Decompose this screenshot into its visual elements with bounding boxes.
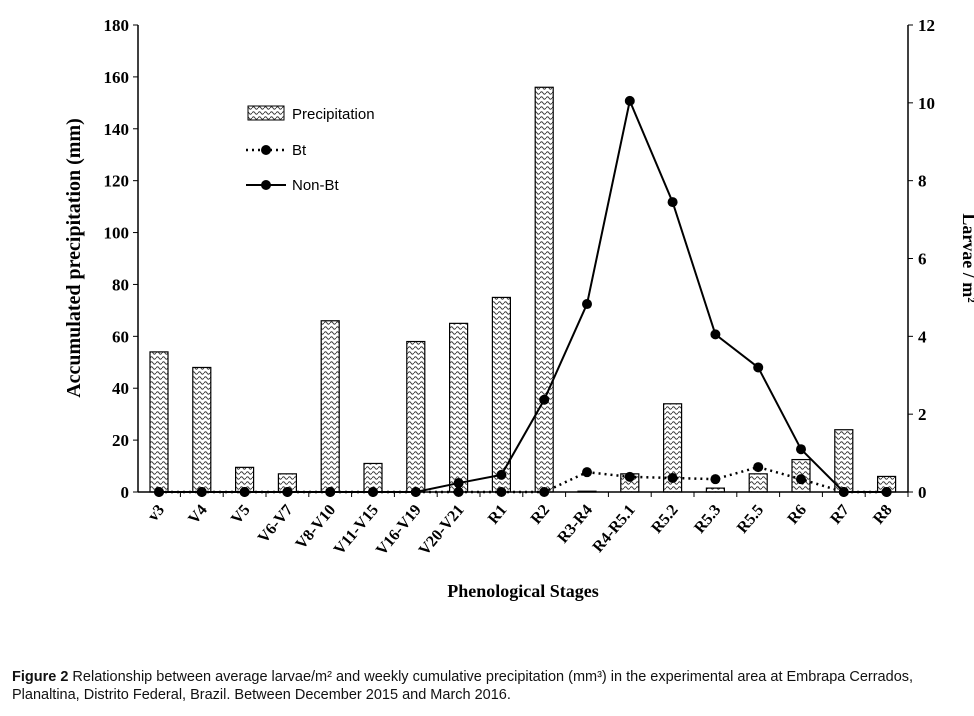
precipitation-bar [449, 322, 469, 493]
non-bt-point [410, 487, 421, 497]
non-bt-point [838, 487, 849, 497]
non-bt-line [159, 97, 887, 493]
caption-label: Figure 2 [12, 669, 69, 685]
x-tick-label: R1 [485, 502, 511, 528]
y2-tick-label: 8 [918, 172, 927, 191]
y-tick-label: 80 [112, 275, 129, 294]
non-bt-point [624, 95, 635, 106]
caption-text: Relationship between average larvae/m² a… [12, 669, 914, 703]
legend-precipitation: Precipitation [292, 106, 375, 123]
y-tick-label: 140 [104, 120, 130, 139]
precipitation-bar [534, 86, 554, 493]
x-tick-label: R5.3 [691, 502, 724, 537]
non-bt-point [582, 299, 592, 310]
y-tick-label: 180 [104, 16, 130, 35]
x-tick-label: V6-V7 [255, 502, 297, 547]
legend-nonbt-marker [261, 180, 271, 190]
x-tick-label: R6 [784, 502, 810, 528]
bt-line [159, 465, 887, 494]
bt-point [796, 474, 806, 485]
non-bt-point [881, 487, 892, 497]
y-tick-label: 20 [112, 431, 129, 450]
precipitation-bar [320, 320, 340, 493]
precipitation-bar [834, 429, 854, 493]
x-tick-label: R8 [870, 502, 896, 528]
x-tick-label: R3-R4 [554, 502, 596, 547]
x-tick-label: R4-R5.1 [590, 502, 639, 556]
non-bt-point [496, 469, 507, 480]
bt-point [496, 487, 507, 497]
y-tick-label: 100 [104, 224, 130, 243]
precipitation-bar [748, 473, 768, 493]
y-tick-label: 40 [112, 379, 129, 398]
legend: Precipitation Bt Non-Bt [246, 105, 375, 194]
non-bt-point [282, 487, 293, 497]
bt-point [710, 474, 721, 485]
y2-tick-label: 10 [918, 94, 935, 113]
x-tick-label: V5 [228, 502, 254, 528]
precipitation-bar [406, 340, 426, 493]
x-tick-label: V4 [185, 502, 211, 528]
y2-axis-label: Larvae / m² [959, 213, 974, 302]
non-bt-point [154, 487, 164, 497]
legend-nonbt: Non-Bt [292, 177, 340, 194]
non-bt-point [196, 487, 207, 497]
x-tick-label: R7 [827, 502, 853, 528]
y-axis-label: Accumulated precipitation (mm) [63, 118, 85, 398]
figure-caption: Figure 2 Relationship between average la… [12, 668, 962, 704]
y2-tick-label: 0 [918, 483, 927, 502]
bt-point [624, 471, 635, 482]
legend-bt: Bt [292, 142, 307, 159]
non-bt-point [368, 487, 378, 497]
bt-point [753, 462, 764, 473]
x-tick-label: V20-V21 [416, 502, 468, 559]
non-bt-point [710, 329, 721, 340]
x-tick-label: v3 [145, 502, 168, 525]
non-bt-point [453, 478, 464, 489]
non-bt-point [667, 197, 678, 208]
legend-bt-marker [261, 145, 271, 155]
non-bt-point [796, 444, 806, 455]
y-tick-label: 160 [104, 68, 130, 87]
non-bt-point [753, 362, 764, 373]
bt-point [582, 467, 592, 478]
non-bt-point [239, 487, 250, 497]
y2-tick-label: 4 [918, 327, 927, 346]
precipitation-bar [149, 351, 169, 493]
y2-tick-label: 2 [918, 405, 927, 424]
x-tick-label: R2 [528, 502, 554, 528]
bt-point [453, 487, 464, 497]
y-tick-label: 120 [104, 172, 130, 191]
y2-tick-label: 6 [918, 250, 927, 269]
x-axis-label: Phenological Stages [447, 581, 599, 601]
non-bt-point [539, 394, 550, 405]
x-tick-label: R5.5 [734, 502, 767, 537]
bt-point [539, 487, 550, 497]
bt-point [667, 472, 678, 483]
x-tick-label: R5.2 [648, 502, 681, 537]
y-tick-label: 60 [112, 327, 129, 346]
precipitation-bar [192, 366, 212, 493]
y-tick-label: 0 [121, 483, 130, 502]
legend-precipitation-swatch [247, 105, 285, 121]
non-bt-point [325, 487, 336, 497]
y2-tick-label: 12 [918, 16, 935, 35]
